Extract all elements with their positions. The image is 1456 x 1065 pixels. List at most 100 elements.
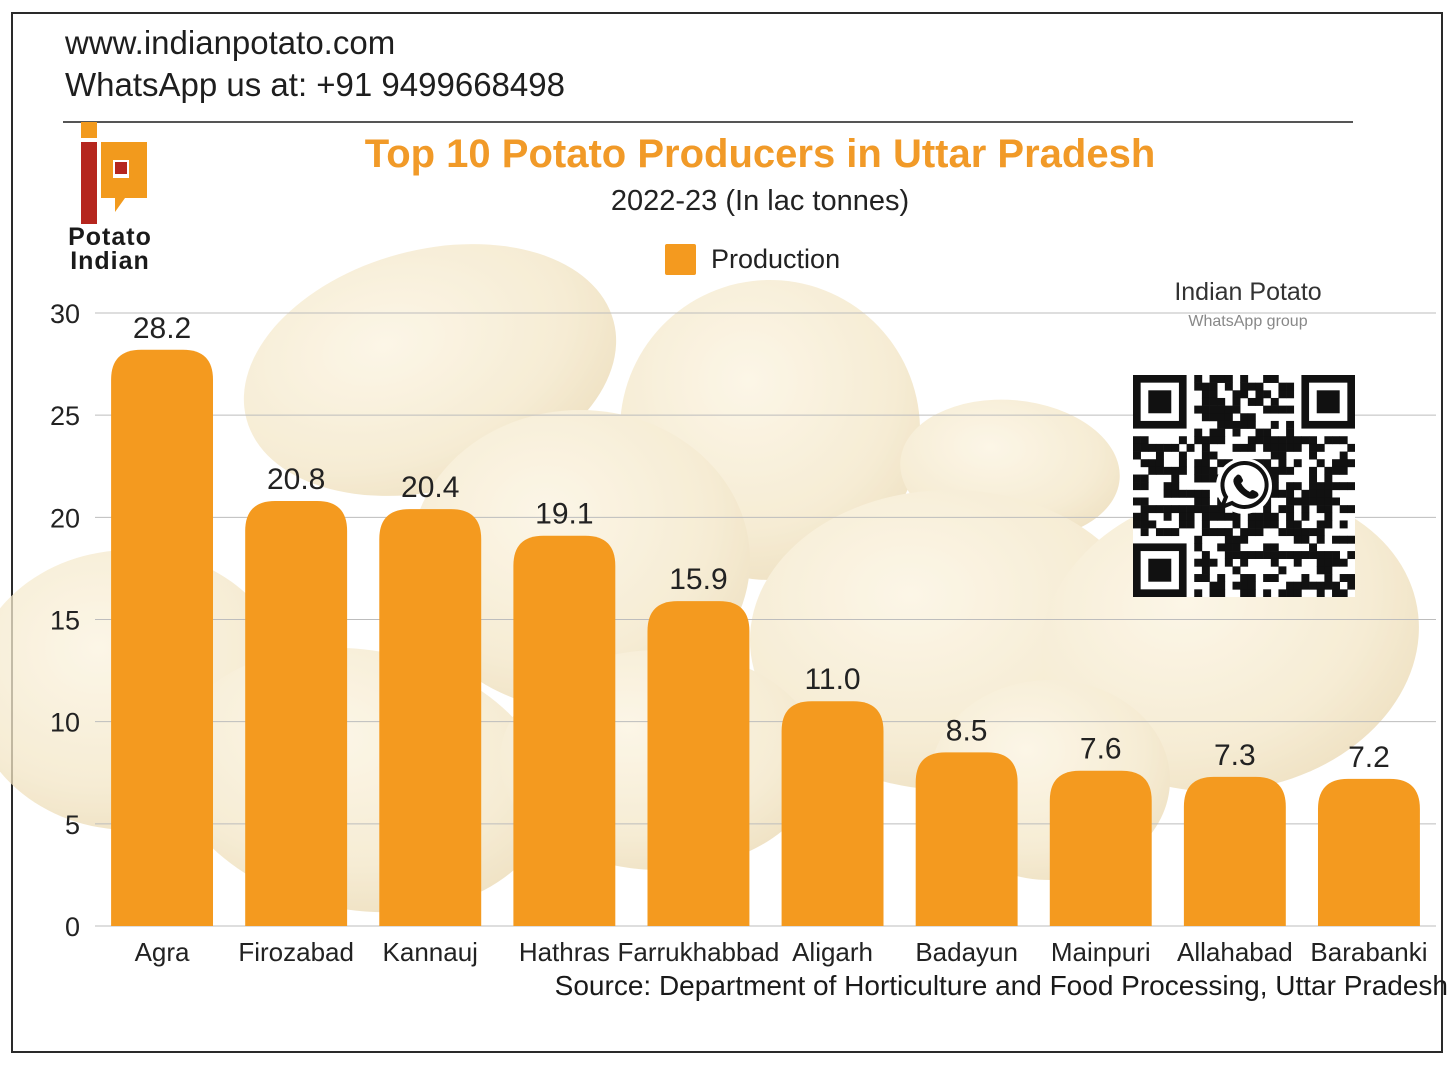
qr-module bbox=[1278, 551, 1286, 559]
qr-module bbox=[1347, 582, 1355, 590]
qr-module bbox=[1317, 536, 1325, 544]
qr-module bbox=[1194, 383, 1202, 391]
bar-mainpuri bbox=[1050, 771, 1152, 926]
qr-module bbox=[1332, 589, 1340, 597]
qr-module bbox=[1194, 375, 1202, 383]
qr-module bbox=[1202, 459, 1210, 467]
value-label-kannauj: 20.4 bbox=[401, 471, 459, 504]
qr-module bbox=[1263, 375, 1271, 383]
qr-module bbox=[1248, 551, 1256, 559]
qr-module bbox=[1248, 413, 1256, 421]
qr-module bbox=[1248, 444, 1256, 452]
qr-module bbox=[1141, 513, 1149, 521]
qr-module bbox=[1324, 505, 1332, 513]
qr-module bbox=[1324, 475, 1332, 483]
y-axis-tick-labels: 051015202530 bbox=[50, 299, 80, 942]
qr-module bbox=[1148, 520, 1156, 528]
qr-module bbox=[1286, 505, 1294, 513]
qr-module bbox=[1233, 566, 1241, 574]
qr-module bbox=[1225, 375, 1233, 383]
x-tick-label-hathras: Hathras bbox=[519, 937, 610, 967]
qr-module bbox=[1210, 406, 1218, 414]
qr-module bbox=[1340, 589, 1348, 597]
qr-module bbox=[1317, 444, 1325, 452]
qr-module bbox=[1271, 475, 1279, 483]
qr-module bbox=[1202, 520, 1210, 528]
qr-module bbox=[1263, 459, 1271, 467]
qr-module bbox=[1263, 505, 1271, 513]
qr-module bbox=[1248, 520, 1256, 528]
qr-module bbox=[1202, 559, 1210, 567]
qr-module bbox=[1217, 589, 1225, 597]
qr-module bbox=[1271, 490, 1279, 498]
qr-module bbox=[1179, 505, 1187, 513]
qr-module bbox=[1210, 436, 1218, 444]
bar-allahabad bbox=[1184, 777, 1286, 926]
qr-module bbox=[1217, 513, 1225, 521]
qr-module bbox=[1248, 436, 1256, 444]
qr-module bbox=[1286, 421, 1294, 429]
qr-module bbox=[1179, 513, 1187, 521]
qr-module bbox=[1202, 574, 1210, 582]
qr-module bbox=[1294, 436, 1302, 444]
qr-module bbox=[1210, 398, 1218, 406]
qr-module bbox=[1194, 436, 1202, 444]
qr-module bbox=[1240, 421, 1248, 429]
qr-module bbox=[1164, 467, 1172, 475]
qr-module bbox=[1248, 383, 1256, 391]
qr-module bbox=[1248, 513, 1256, 521]
qr-module bbox=[1202, 475, 1210, 483]
value-label-firozabad: 20.8 bbox=[267, 463, 325, 496]
qr-module bbox=[1179, 490, 1187, 498]
qr-module bbox=[1248, 528, 1256, 536]
qr-module bbox=[1324, 566, 1332, 574]
qr-module bbox=[1194, 497, 1202, 505]
qr-module bbox=[1225, 421, 1233, 429]
whatsapp-qr-code[interactable] bbox=[1133, 375, 1355, 597]
qr-module bbox=[1294, 559, 1302, 567]
qr-module bbox=[1233, 406, 1241, 414]
x-tick-label-farrukhabbad: Farrukhabbad bbox=[618, 937, 780, 967]
qr-module bbox=[1286, 429, 1294, 437]
qr-module bbox=[1278, 505, 1286, 513]
qr-module bbox=[1271, 406, 1279, 414]
qr-module bbox=[1156, 467, 1164, 475]
qr-module bbox=[1187, 490, 1195, 498]
qr-module bbox=[1301, 551, 1309, 559]
qr-module bbox=[1347, 482, 1355, 490]
qr-module bbox=[1248, 589, 1256, 597]
qr-module bbox=[1141, 444, 1149, 452]
qr-module bbox=[1332, 482, 1340, 490]
value-label-badayun: 8.5 bbox=[946, 714, 988, 747]
qr-module bbox=[1202, 452, 1210, 460]
qr-module bbox=[1156, 505, 1164, 513]
qr-module bbox=[1233, 513, 1241, 521]
qr-module bbox=[1187, 444, 1195, 452]
x-tick-label-aligarh: Aligarh bbox=[792, 937, 873, 967]
qr-module bbox=[1347, 574, 1355, 582]
qr-module bbox=[1171, 482, 1179, 490]
qr-module bbox=[1240, 383, 1248, 391]
legend-label: Production bbox=[711, 244, 840, 275]
bar-firozabad bbox=[245, 501, 347, 926]
qr-module bbox=[1286, 390, 1294, 398]
qr-module bbox=[1202, 406, 1210, 414]
qr-module bbox=[1164, 482, 1172, 490]
logo-text-indian: Indian bbox=[55, 248, 165, 274]
qr-module bbox=[1187, 505, 1195, 513]
qr-module bbox=[1271, 551, 1279, 559]
qr-module bbox=[1194, 490, 1202, 498]
qr-module bbox=[1217, 375, 1225, 383]
y-tick-label: 10 bbox=[50, 708, 80, 738]
qr-module bbox=[1210, 375, 1218, 383]
qr-module bbox=[1179, 467, 1187, 475]
qr-module bbox=[1286, 444, 1294, 452]
qr-module bbox=[1340, 452, 1348, 460]
qr-module bbox=[1255, 528, 1263, 536]
qr-module bbox=[1332, 459, 1340, 467]
value-label-allahabad: 7.3 bbox=[1214, 739, 1256, 772]
qr-module bbox=[1340, 536, 1348, 544]
qr-module bbox=[1263, 513, 1271, 521]
qr-module bbox=[1233, 421, 1241, 429]
qr-module bbox=[1340, 559, 1348, 567]
